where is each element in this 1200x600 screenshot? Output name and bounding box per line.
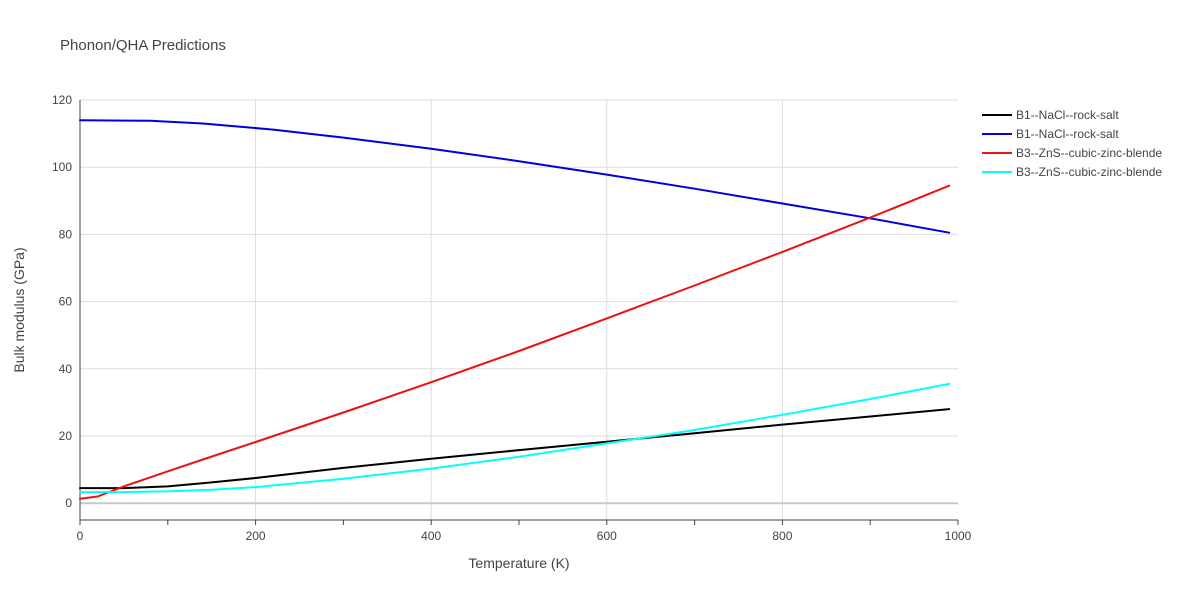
legend-item[interactable]: B1--NaCl--rock-salt — [982, 127, 1119, 141]
y-tick-label: 100 — [52, 160, 72, 174]
axes: 0 200 400 600 800 1000 0 20 40 60 80 100 120 — [52, 93, 972, 543]
x-tick-label: 1000 — [945, 529, 972, 543]
legend-label: B1--NaCl--rock-salt — [1016, 108, 1119, 122]
y-tick-label: 80 — [59, 227, 73, 241]
chart-title: Phonon/QHA Predictions — [60, 37, 226, 54]
series-line-4 — [79, 382, 951, 494]
x-tick-label: 600 — [597, 529, 617, 543]
series-line-2 — [79, 119, 951, 234]
legend: B1--NaCl--rock-salt B1--NaCl--rock-salt B3… — [982, 108, 1162, 179]
y-axis-title: Bulk modulus (GPa) — [11, 247, 27, 372]
legend-label: B3--ZnS--cubic-zinc-blende — [1016, 146, 1162, 160]
x-tick-label: 400 — [421, 529, 441, 543]
grid — [80, 99, 958, 520]
x-axis-title: Temperature (K) — [468, 555, 569, 571]
series-line-3 — [79, 184, 951, 500]
legend-item[interactable]: B1--NaCl--rock-salt — [982, 108, 1119, 122]
series-layer — [79, 119, 951, 500]
series-line-1 — [79, 408, 951, 490]
y-tick-label: 0 — [65, 496, 72, 510]
x-tick-label: 0 — [77, 529, 84, 543]
y-tick-label: 120 — [52, 93, 72, 107]
y-tick-label: 40 — [59, 362, 73, 376]
x-tick-label: 200 — [246, 529, 266, 543]
legend-item[interactable]: B3--ZnS--cubic-zinc-blende — [982, 146, 1162, 160]
x-tick-label: 800 — [772, 529, 792, 543]
y-tick-label: 20 — [59, 429, 73, 443]
legend-label: B1--NaCl--rock-salt — [1016, 127, 1119, 141]
y-tick-label: 60 — [59, 295, 73, 309]
legend-label: B3--ZnS--cubic-zinc-blende — [1016, 165, 1162, 179]
legend-item[interactable]: B3--ZnS--cubic-zinc-blende — [982, 165, 1162, 179]
